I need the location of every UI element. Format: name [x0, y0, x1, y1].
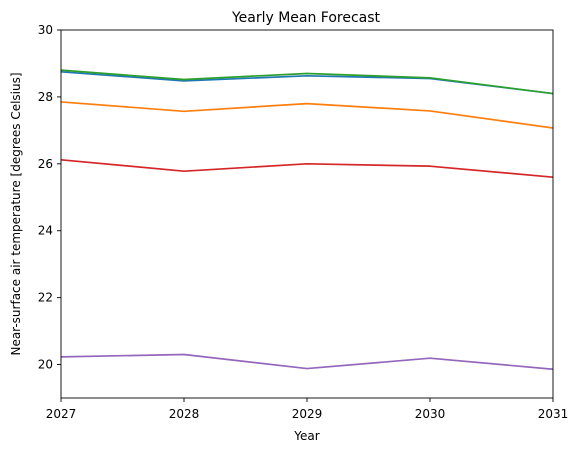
- series-line-5: [60, 353, 554, 371]
- series-line-3: [60, 69, 554, 95]
- y-tick-label: 24: [38, 224, 53, 238]
- x-axis-ticks: 2027 2028 2029 2030 2031: [46, 398, 569, 421]
- y-tick-label: 30: [38, 23, 53, 37]
- y-tick-label: 20: [38, 358, 53, 372]
- chart-title: Yearly Mean Forecast: [231, 10, 381, 26]
- series-layer: [60, 69, 554, 371]
- series-line-2: [60, 101, 554, 129]
- y-tick-label: 26: [38, 157, 53, 171]
- y-axis-ticks: 20 22 24 26 28 30: [38, 23, 61, 372]
- y-tick-label: 22: [38, 291, 53, 305]
- x-tick-label: 2031: [538, 407, 569, 421]
- series-line-4: [60, 158, 554, 179]
- y-tick-label: 28: [38, 90, 53, 104]
- y-axis-title: Near-surface air temperature [degrees Ce…: [9, 72, 23, 355]
- x-tick-label: 2028: [169, 407, 200, 421]
- x-tick-label: 2027: [46, 407, 77, 421]
- x-tick-label: 2029: [292, 407, 323, 421]
- x-tick-label: 2030: [415, 407, 446, 421]
- x-axis-title: Year: [293, 429, 319, 443]
